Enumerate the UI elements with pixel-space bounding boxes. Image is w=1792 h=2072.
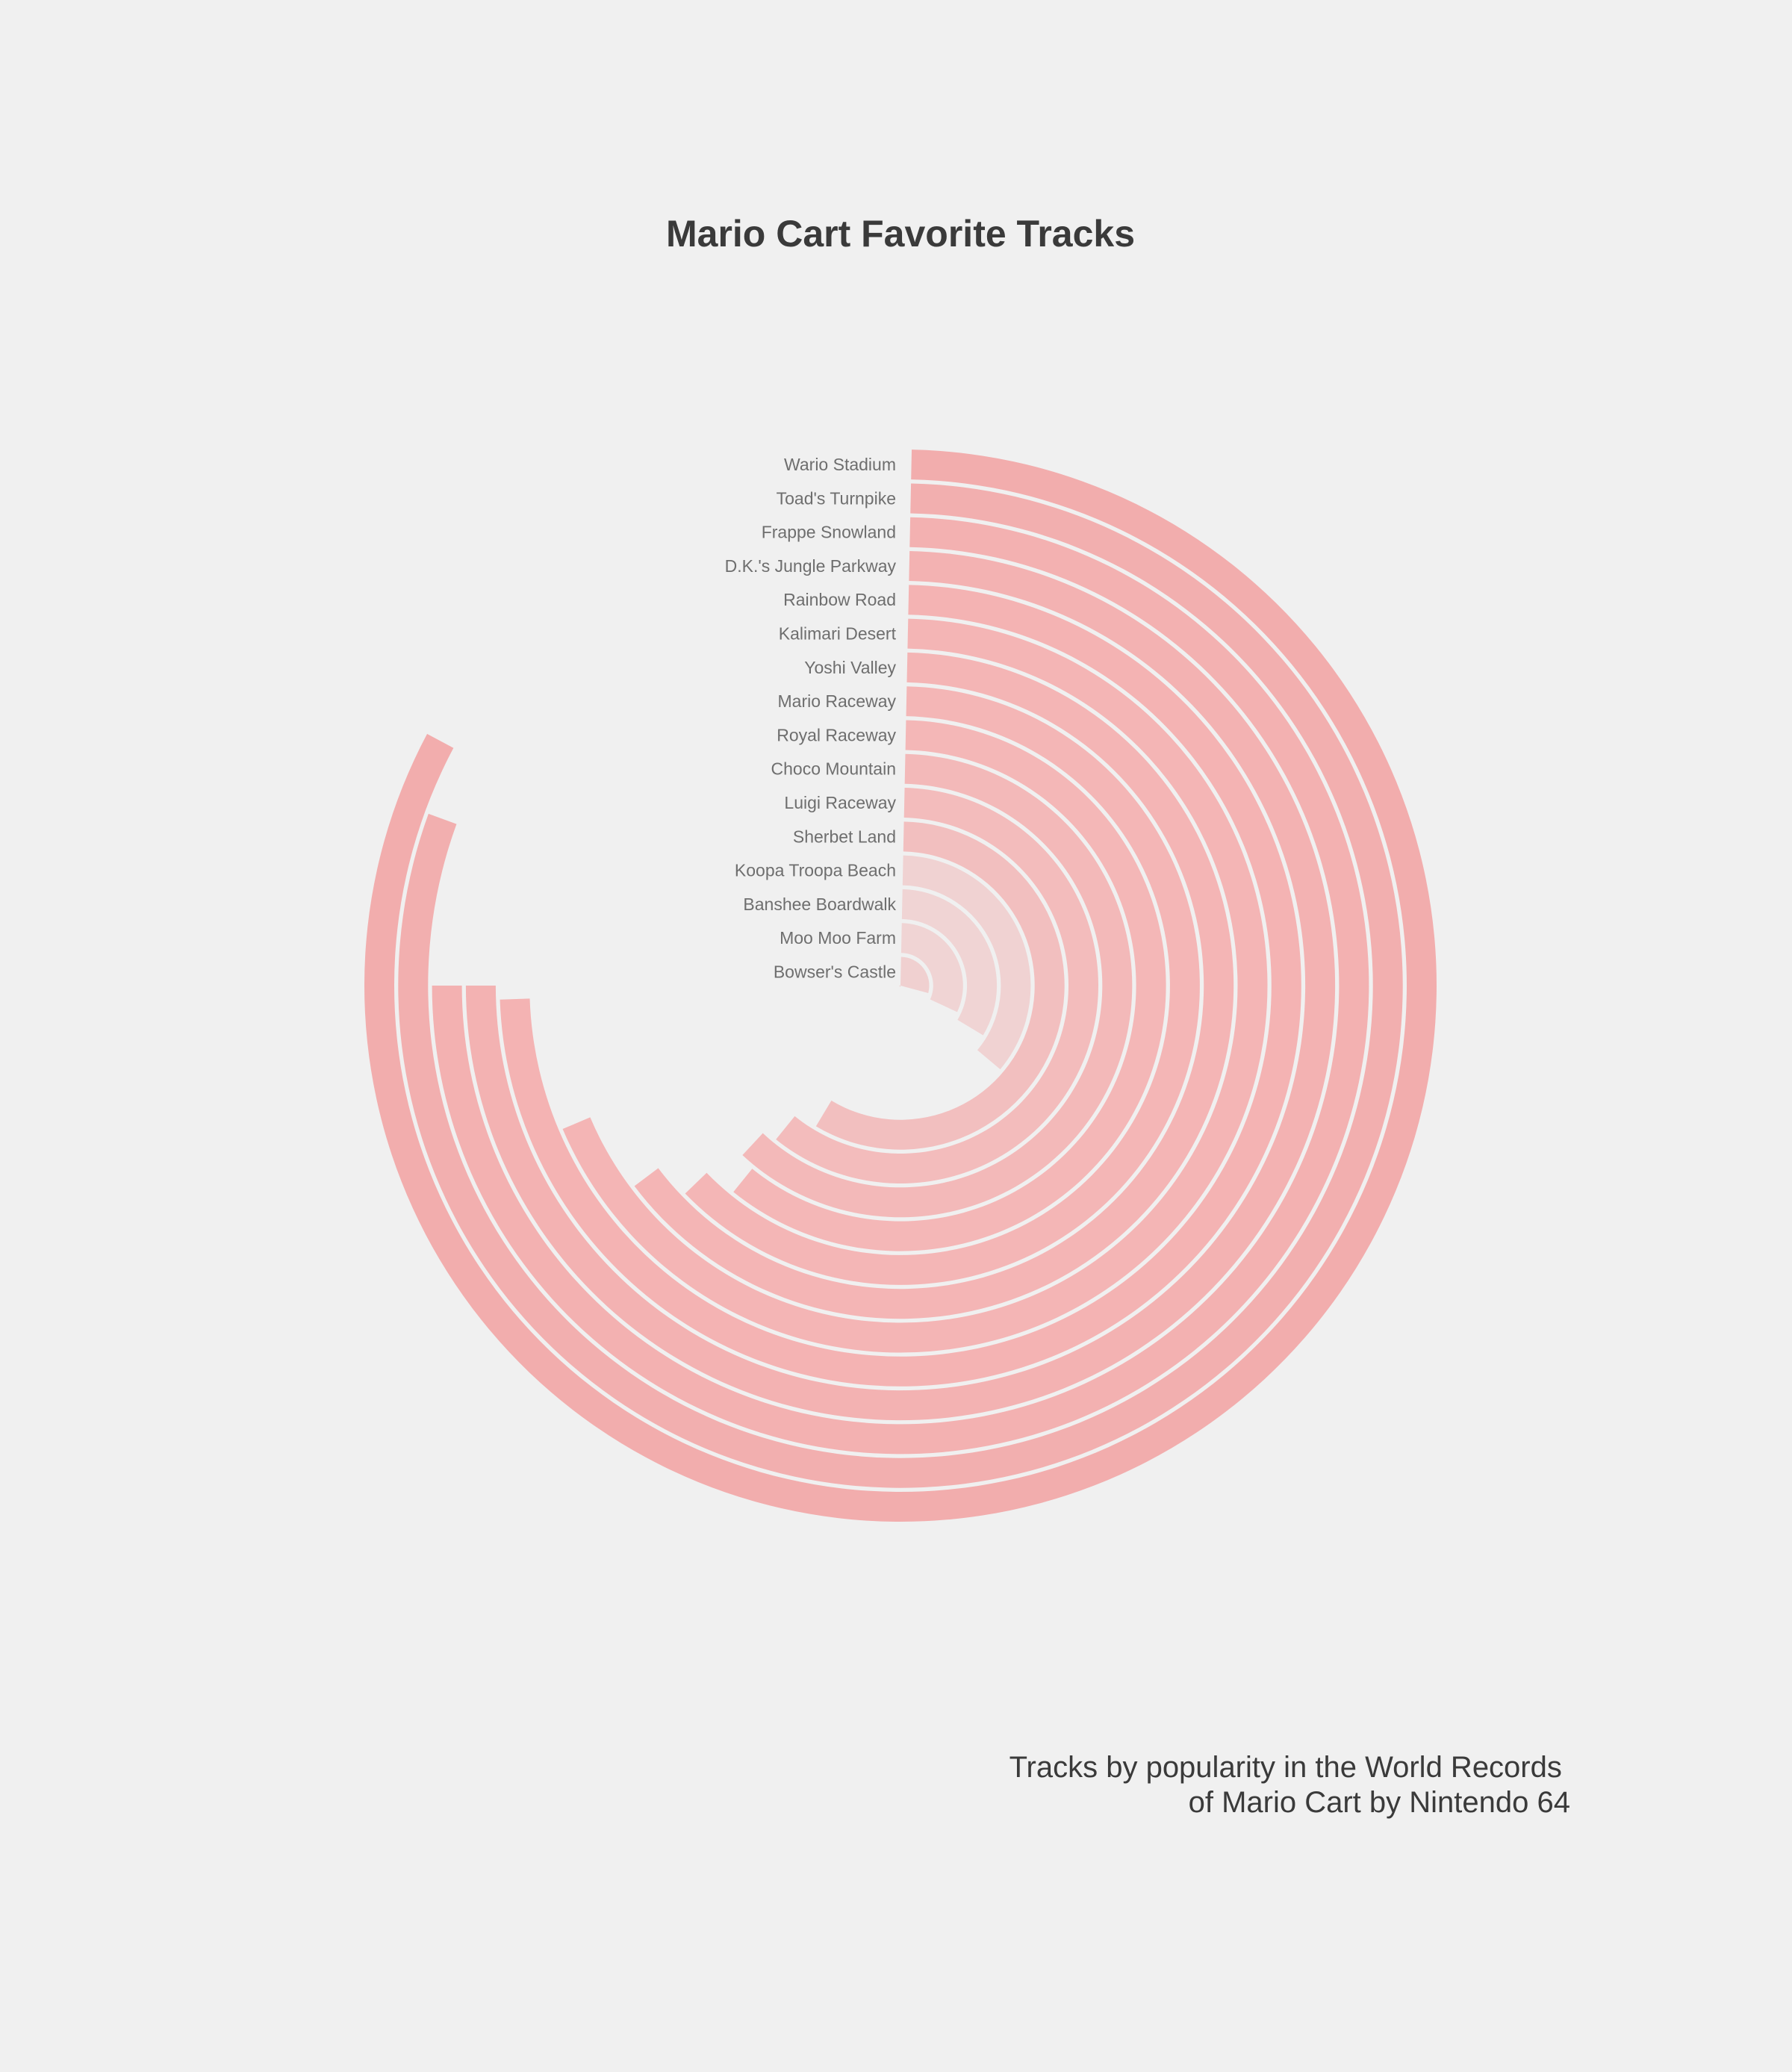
label-rainbow-road: Rainbow Road (783, 590, 896, 609)
label-moo-moo-farm: Moo Moo Farm (780, 928, 896, 948)
label-yoshi-valley: Yoshi Valley (804, 658, 896, 677)
chart-title: Mario Cart Favorite Tracks (666, 213, 1135, 255)
label-banshee-boardwalk: Banshee Boardwalk (743, 895, 896, 914)
label-group: Wario Stadium Toad's Turnpike Frappe Snowl… (725, 455, 897, 982)
bar-choco-mountain (742, 753, 1133, 1218)
bar-bowser-s-castle (899, 956, 930, 993)
bar-koopa-troopa-beach (902, 855, 1031, 1070)
label-kalimari-desert: Kalimari Desert (779, 624, 897, 644)
label-frappe-snowland: Frappe Snowland (762, 523, 896, 542)
label-luigi-raceway: Luigi Raceway (784, 793, 896, 812)
bar-banshee-boardwalk (901, 889, 998, 1036)
caption-line-1: Tracks by popularity in the World Record… (1009, 1751, 1562, 1784)
label-choco-mountain: Choco Mountain (771, 759, 897, 779)
bar-mario-raceway (685, 686, 1200, 1285)
label-mario-raceway: Mario Raceway (778, 691, 897, 711)
label-wario-stadium: Wario Stadium (784, 455, 896, 474)
label-d-k-s-jungle-parkway: D.K.'s Jungle Parkway (725, 556, 897, 576)
label-royal-raceway: Royal Raceway (777, 725, 896, 744)
bar-group (364, 449, 1437, 1522)
bar-luigi-raceway (776, 788, 1098, 1183)
bar-sherbet-land (815, 821, 1065, 1150)
label-toad-s-turnpike: Toad's Turnpike (777, 488, 896, 508)
chart-caption: Tracks by popularity in the World Record… (1009, 1751, 1570, 1819)
label-koopa-troopa-beach: Koopa Troopa Beach (735, 861, 896, 880)
label-sherbet-land: Sherbet Land (793, 827, 896, 846)
bar-royal-raceway (733, 720, 1166, 1251)
caption-line-2: of Mario Cart by Nintendo 64 (1189, 1786, 1570, 1819)
label-bowser-s-castle: Bowser's Castle (774, 962, 896, 982)
bar-moo-moo-farm (900, 923, 963, 1012)
